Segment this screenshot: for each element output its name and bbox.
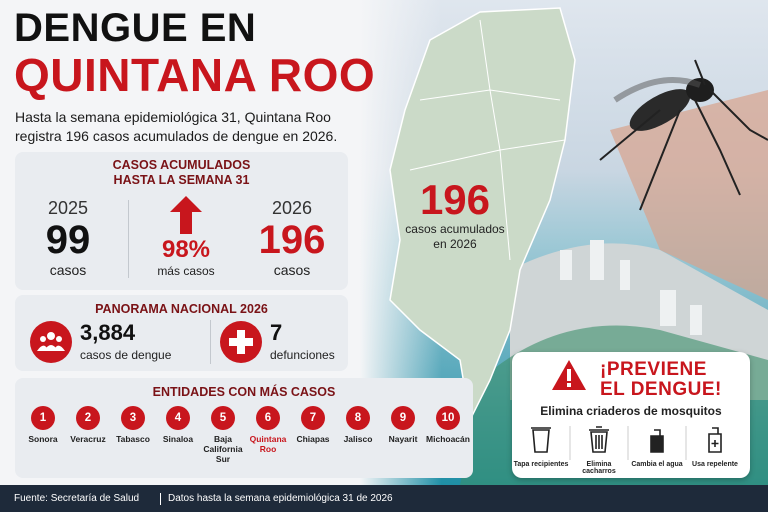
cross-icon: [220, 321, 262, 363]
prevention-icons: [531, 426, 722, 460]
year-b-unit: casos: [273, 262, 311, 278]
national-title: PANORAMA NACIONAL 2026: [95, 302, 268, 316]
cumulative-title-line: HASTA LA SEMANA 31: [113, 173, 250, 187]
prevention-title: ¡PREVIENE EL DENGUE!: [600, 360, 722, 400]
ranking-entry: 1 Sonora: [20, 406, 66, 445]
ranking-title: ENTIDADES CON MÁS CASOS: [152, 385, 336, 399]
map-label-line: casos acumulados: [405, 222, 505, 236]
year-a-count: 99: [45, 218, 91, 262]
state-name: Quintana Roo: [249, 434, 287, 454]
prevention-action: Usa repelente: [692, 461, 738, 468]
state-name: Baja California Sur: [203, 434, 243, 464]
state-name: Sonora: [28, 434, 58, 444]
map-borders: [409, 19, 566, 261]
ranking-entry: 2 Veracruz: [65, 406, 111, 445]
prevention-panel: [512, 352, 750, 478]
divider: [210, 320, 211, 364]
year-a-unit: casos: [49, 262, 87, 278]
prevention-action: Cambia el agua: [631, 461, 683, 468]
rank-number: 2: [76, 406, 100, 430]
footer: [0, 485, 768, 512]
rank-number: 6: [256, 406, 280, 430]
ranking-entry: 6 Quintana Roo: [245, 406, 291, 455]
change-label: más casos: [157, 264, 215, 278]
national-deaths-label: defunciones: [270, 348, 335, 362]
subtitle: Hasta la semana epidemiológica 31, Quint…: [15, 109, 338, 144]
rank-number: 10: [436, 406, 460, 430]
ranking-entry: 10 Michoacán: [425, 406, 471, 445]
national-cases: 3,884: [80, 320, 136, 345]
cumulative-title: CASOS ACUMULADOS HASTA LA SEMANA 31: [15, 158, 348, 188]
state-name: Sinaloa: [162, 434, 194, 444]
mosquito: [599, 59, 768, 211]
title-line-1: DENGUE EN: [14, 6, 257, 50]
change-percent: 98%: [161, 236, 211, 263]
footer-note: Datos hasta la semana epidemiológica 31 …: [168, 493, 393, 504]
up-arrow: [170, 196, 202, 234]
rank-number: 8: [346, 406, 370, 430]
warning-icon: [552, 360, 586, 390]
state-name: Michoacán: [426, 434, 470, 444]
rank-number: 4: [166, 406, 190, 430]
ranking-entry: 5 Baja California Sur: [200, 406, 246, 464]
people-icon: [30, 321, 72, 363]
year-b: 2026: [271, 198, 313, 218]
state-name: Chiapas: [296, 434, 330, 444]
rank-number: 5: [211, 406, 235, 430]
state-name: Tabasco: [116, 434, 150, 444]
cumulative-title-line: CASOS ACUMULADOS: [112, 158, 251, 172]
year-a: 2025: [47, 198, 89, 218]
map-label-line: en 2026: [433, 237, 477, 251]
prevention-title-line: EL DENGUE!: [600, 378, 722, 400]
map-quintana-roo: [389, 7, 576, 423]
ranking-entry: 4 Sinaloa: [155, 406, 201, 445]
state-name: Veracruz: [70, 434, 106, 444]
prevention-action: Tapa recipientes: [513, 461, 569, 468]
ranking-entry: 3 Tabasco: [110, 406, 156, 445]
map-label: casos acumulados en 2026: [395, 222, 515, 252]
title-line-2: QUINTANA ROO: [14, 49, 376, 101]
ranking-entry: 9 Nayarit: [380, 406, 426, 445]
rank-number: 9: [391, 406, 415, 430]
rank-number: 1: [31, 406, 55, 430]
rank-number: 7: [301, 406, 325, 430]
state-name: Nayarit: [388, 434, 418, 444]
national-deaths: 7: [270, 320, 283, 345]
ranking-entry: 8 Jalisco: [335, 406, 381, 445]
state-name: Jalisco: [343, 434, 373, 444]
national-panel: [15, 295, 348, 371]
footer-separator: [160, 493, 161, 505]
prevention-subtitle: Elimina criaderos de mosquitos: [540, 404, 722, 418]
rank-number: 3: [121, 406, 145, 430]
prevention-title-line: ¡PREVIENE: [600, 359, 707, 380]
divider: [128, 200, 129, 278]
map-count: 196: [419, 176, 491, 223]
ranking-entry: 7 Chiapas: [290, 406, 336, 445]
prevention-action: Elimina cacharros: [582, 461, 616, 475]
national-cases-label: casos de dengue: [80, 348, 172, 362]
footer-source: Fuente: Secretaría de Salud: [14, 493, 140, 504]
year-b-count: 196: [258, 218, 326, 262]
